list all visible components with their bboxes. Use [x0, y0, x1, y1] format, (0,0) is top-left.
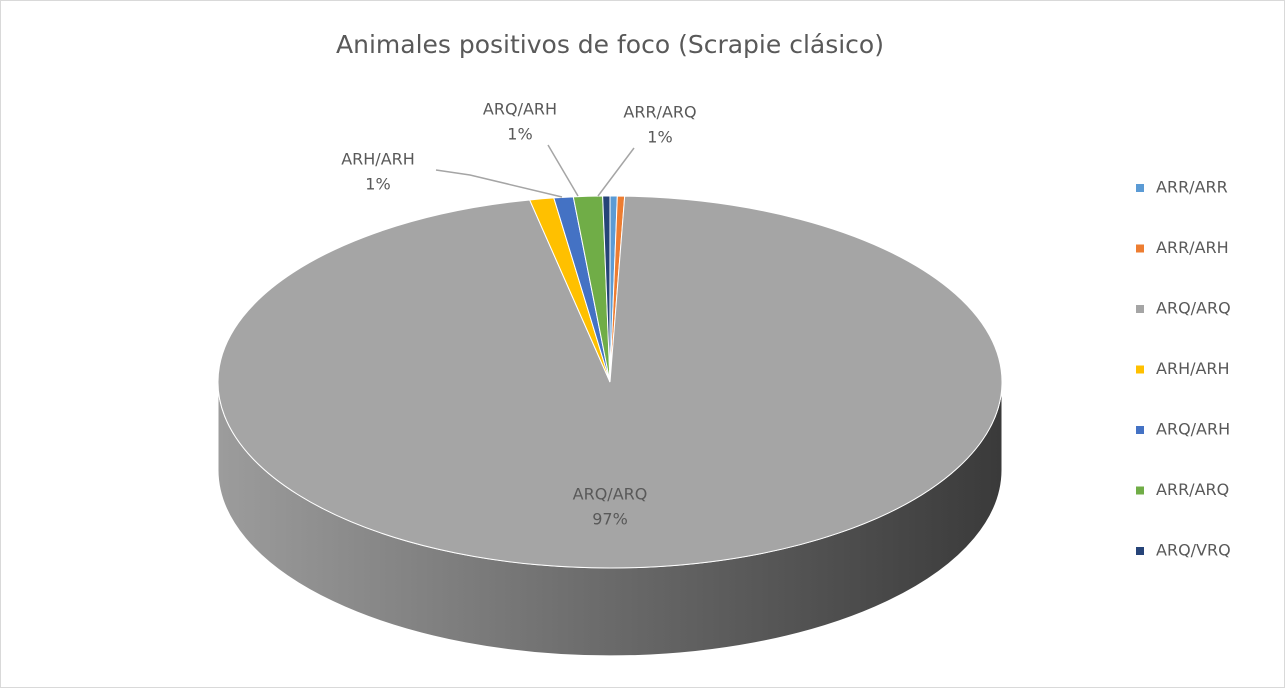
legend-label: ARQ/ARQ	[1156, 299, 1231, 318]
leader-line	[597, 147, 635, 197]
data-label-category: ARQ/ARQ	[573, 485, 648, 504]
legend-swatch	[1136, 305, 1144, 313]
legend-swatch	[1136, 184, 1144, 192]
chart-title: Animales positivos de foco (Scrapie clás…	[336, 30, 884, 59]
pie-slice	[602, 195, 611, 383]
data-label-category: ARR/ARQ	[623, 103, 696, 122]
data-label-value: 1%	[365, 175, 390, 194]
legend-label: ARH/ARH	[1156, 359, 1230, 378]
pie-slice	[217, 195, 1003, 569]
data-label-value: 97%	[592, 510, 628, 529]
legend-swatch	[1136, 365, 1144, 374]
data-label-value: 1%	[507, 125, 532, 144]
legend-swatch	[1136, 547, 1144, 555]
legend-swatch	[1136, 244, 1144, 253]
data-label-category: ARH/ARH	[341, 150, 415, 169]
legend-label: ARQ/ARH	[1156, 420, 1230, 439]
legend-label: ARR/ARQ	[1156, 480, 1229, 499]
legend-label: ARR/ARH	[1156, 238, 1229, 257]
data-label-value: 1%	[647, 128, 672, 147]
legend-swatch	[1136, 426, 1144, 434]
legend-label: ARQ/VRQ	[1156, 541, 1231, 560]
data-label-category: ARQ/ARH	[483, 100, 557, 119]
leader-line	[547, 144, 579, 197]
legend-swatch	[1136, 486, 1144, 495]
legend-label: ARR/ARR	[1156, 178, 1228, 197]
leader-line	[435, 169, 563, 198]
